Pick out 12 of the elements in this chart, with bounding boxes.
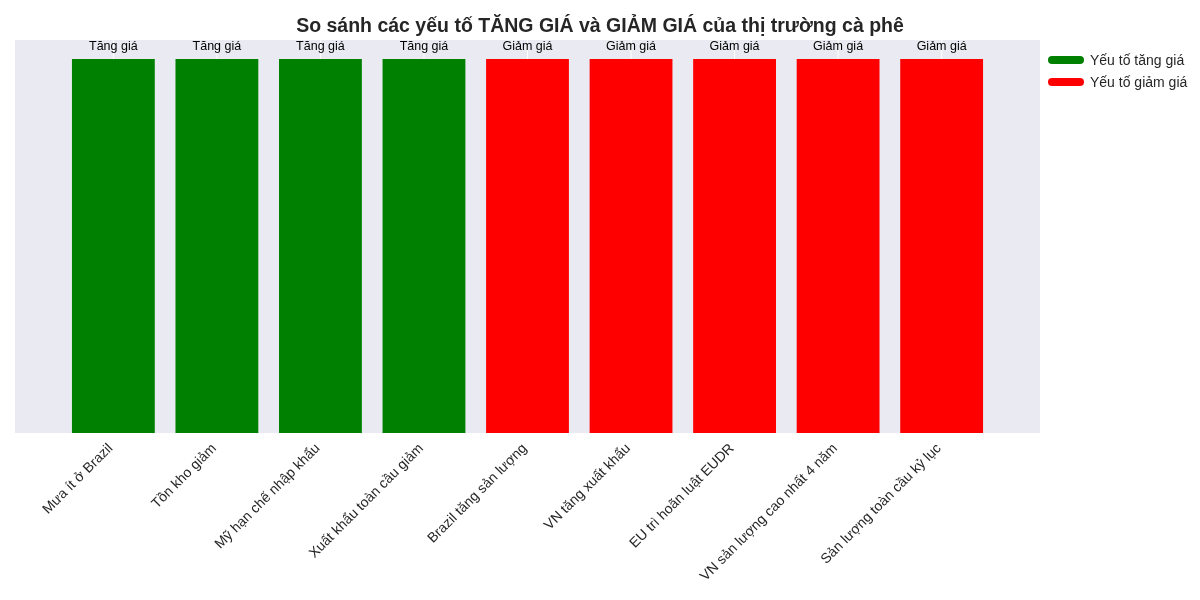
annotation: Giảm giá <box>502 39 553 53</box>
legend-label: Yếu tố tăng giá <box>1090 52 1185 68</box>
annotation: Giảm giá <box>606 39 657 53</box>
annotation: Giảm giá <box>916 39 967 53</box>
annotation: Giảm giá <box>813 39 864 53</box>
annotation: Tăng giá <box>192 39 242 53</box>
annotation: Giảm giá <box>709 39 760 53</box>
annotation: Tăng giá <box>89 39 138 53</box>
chart-title: So sánh các yếu tố TĂNG GIÁ và GIẢM GIÁ của thị trường cà phê <box>296 14 904 36</box>
annotation: Tăng giá <box>399 39 449 53</box>
annotation: Tăng giá <box>296 39 345 53</box>
legend-label: Yếu tố giảm giá <box>1090 74 1188 90</box>
